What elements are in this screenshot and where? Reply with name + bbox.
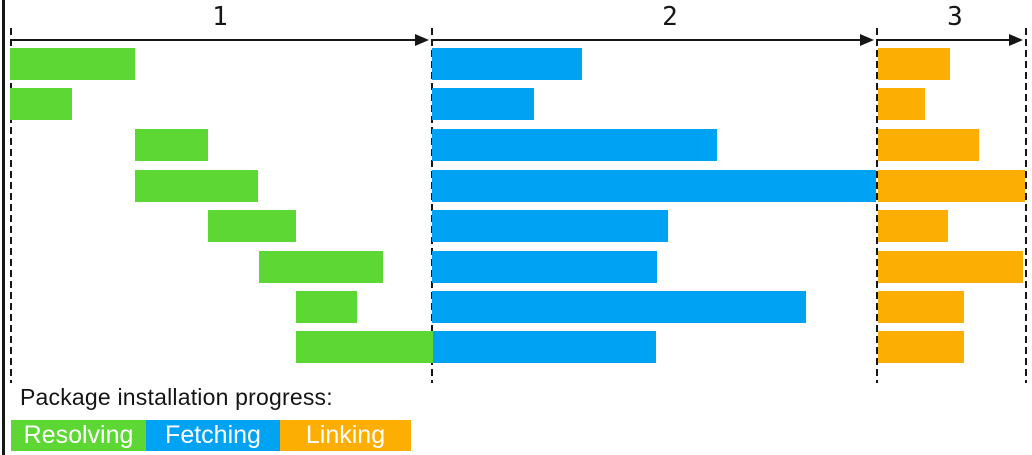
bar-linking	[878, 88, 925, 120]
phase-arrow-head	[415, 34, 429, 46]
left-edge-line	[2, 0, 5, 455]
bar-resolving	[10, 48, 135, 80]
bar-linking	[878, 48, 950, 80]
bar-resolving	[10, 88, 72, 120]
bar-fetching	[432, 88, 534, 120]
legend-item-fetching: Fetching	[146, 420, 280, 451]
legend-item-resolving: Resolving	[11, 420, 146, 451]
phase-divider-line	[1025, 28, 1027, 383]
bar-resolving	[296, 291, 357, 323]
bar-resolving	[296, 331, 433, 363]
phase-arrow-line	[878, 39, 1011, 41]
chart-title: Package installation progress:	[20, 384, 333, 410]
bar-fetching	[432, 48, 582, 80]
bar-fetching	[432, 129, 717, 161]
bar-resolving	[259, 251, 383, 283]
bar-linking	[878, 210, 948, 242]
phase-divider-line	[10, 28, 12, 383]
phase-label: 2	[662, 2, 678, 32]
legend-item-linking: Linking	[280, 420, 411, 451]
bar-linking	[878, 129, 979, 161]
bar-fetching	[432, 210, 668, 242]
bar-linking	[878, 291, 964, 323]
bar-resolving	[208, 210, 296, 242]
bar-linking	[878, 331, 964, 363]
bar-linking	[878, 251, 1023, 283]
bar-fetching	[432, 170, 876, 202]
phase-label: 3	[947, 2, 963, 32]
bar-resolving	[135, 170, 258, 202]
bar-resolving	[135, 129, 208, 161]
phase-arrow-head	[860, 34, 874, 46]
bar-linking	[878, 170, 1025, 202]
phase-divider-line	[876, 28, 878, 383]
bar-fetching	[433, 331, 656, 363]
phase-label: 1	[212, 2, 228, 32]
phase-divider-line	[431, 28, 433, 383]
phase-arrow-line	[433, 39, 862, 41]
bar-fetching	[432, 251, 657, 283]
phase-arrow-line	[12, 39, 417, 41]
bar-fetching	[432, 291, 806, 323]
phase-arrow-head	[1009, 34, 1023, 46]
